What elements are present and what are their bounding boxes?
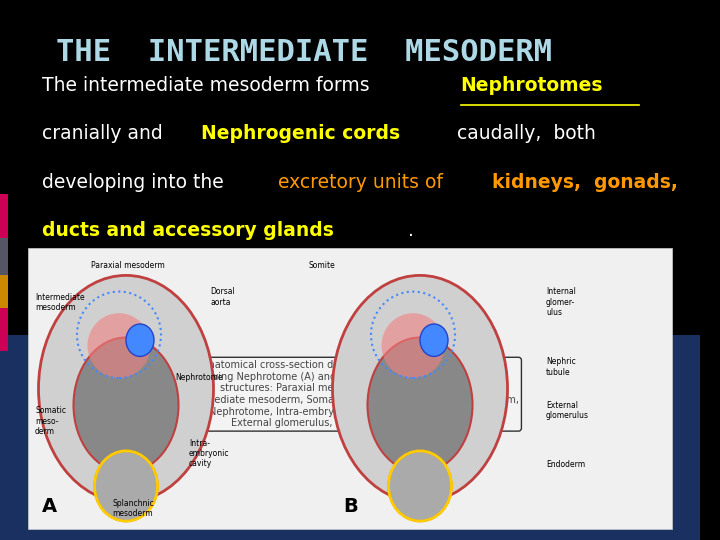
Text: Nephrogenic cords: Nephrogenic cords [201, 124, 400, 143]
Bar [0, 308, 9, 351]
Text: Nephric
tubule: Nephric tubule [546, 357, 576, 377]
Ellipse shape [420, 324, 448, 356]
Ellipse shape [73, 338, 179, 472]
Text: External
glomerulus: External glomerulus [546, 401, 589, 420]
Text: Internal
glomer-
ulus: Internal glomer- ulus [546, 287, 576, 318]
Text: excretory units of: excretory units of [277, 173, 449, 192]
Text: developing into the: developing into the [42, 173, 230, 192]
Text: Intra-
embryonic
cavity: Intra- embryonic cavity [189, 438, 230, 469]
Text: .: . [408, 221, 414, 240]
Text: THE  INTERMEDIATE  MESODERM: THE INTERMEDIATE MESODERM [56, 38, 552, 67]
Text: Endoderm: Endoderm [546, 460, 585, 469]
Text: caudally,  both: caudally, both [451, 124, 595, 143]
Text: Paraxial mesoderm: Paraxial mesoderm [91, 261, 165, 270]
Text: [Anatomical cross-section diagram of intermediate mesoderm
showing Nephrotome (A: [Anatomical cross-section diagram of int… [181, 360, 518, 428]
Text: Somite: Somite [308, 261, 335, 270]
Text: Dorsal
aorta: Dorsal aorta [210, 287, 235, 307]
Text: kidneys,  gonads,: kidneys, gonads, [492, 173, 678, 192]
Ellipse shape [389, 451, 451, 521]
Text: Somatic
meso-
derm: Somatic meso- derm [35, 406, 66, 436]
Ellipse shape [126, 324, 154, 356]
Text: The intermediate mesoderm forms: The intermediate mesoderm forms [42, 76, 376, 94]
Ellipse shape [38, 275, 214, 502]
Ellipse shape [367, 338, 472, 472]
Text: B: B [343, 497, 358, 516]
Text: Nephrotome: Nephrotome [175, 374, 222, 382]
Ellipse shape [88, 313, 150, 378]
Text: Intermediate
mesoderm: Intermediate mesoderm [35, 293, 85, 312]
Text: A: A [42, 497, 57, 516]
FancyBboxPatch shape [0, 335, 700, 540]
Text: Splanchnic
mesoderm: Splanchnic mesoderm [112, 499, 154, 518]
FancyBboxPatch shape [28, 248, 672, 529]
Bar [0, 238, 9, 275]
Text: Nephrotomes: Nephrotomes [461, 76, 603, 94]
Ellipse shape [382, 313, 444, 378]
Text: cranially and: cranially and [42, 124, 168, 143]
Ellipse shape [333, 275, 508, 502]
Text: ducts and accessory glands: ducts and accessory glands [42, 221, 334, 240]
Bar [0, 275, 9, 313]
Ellipse shape [94, 451, 158, 521]
Bar [0, 194, 9, 238]
